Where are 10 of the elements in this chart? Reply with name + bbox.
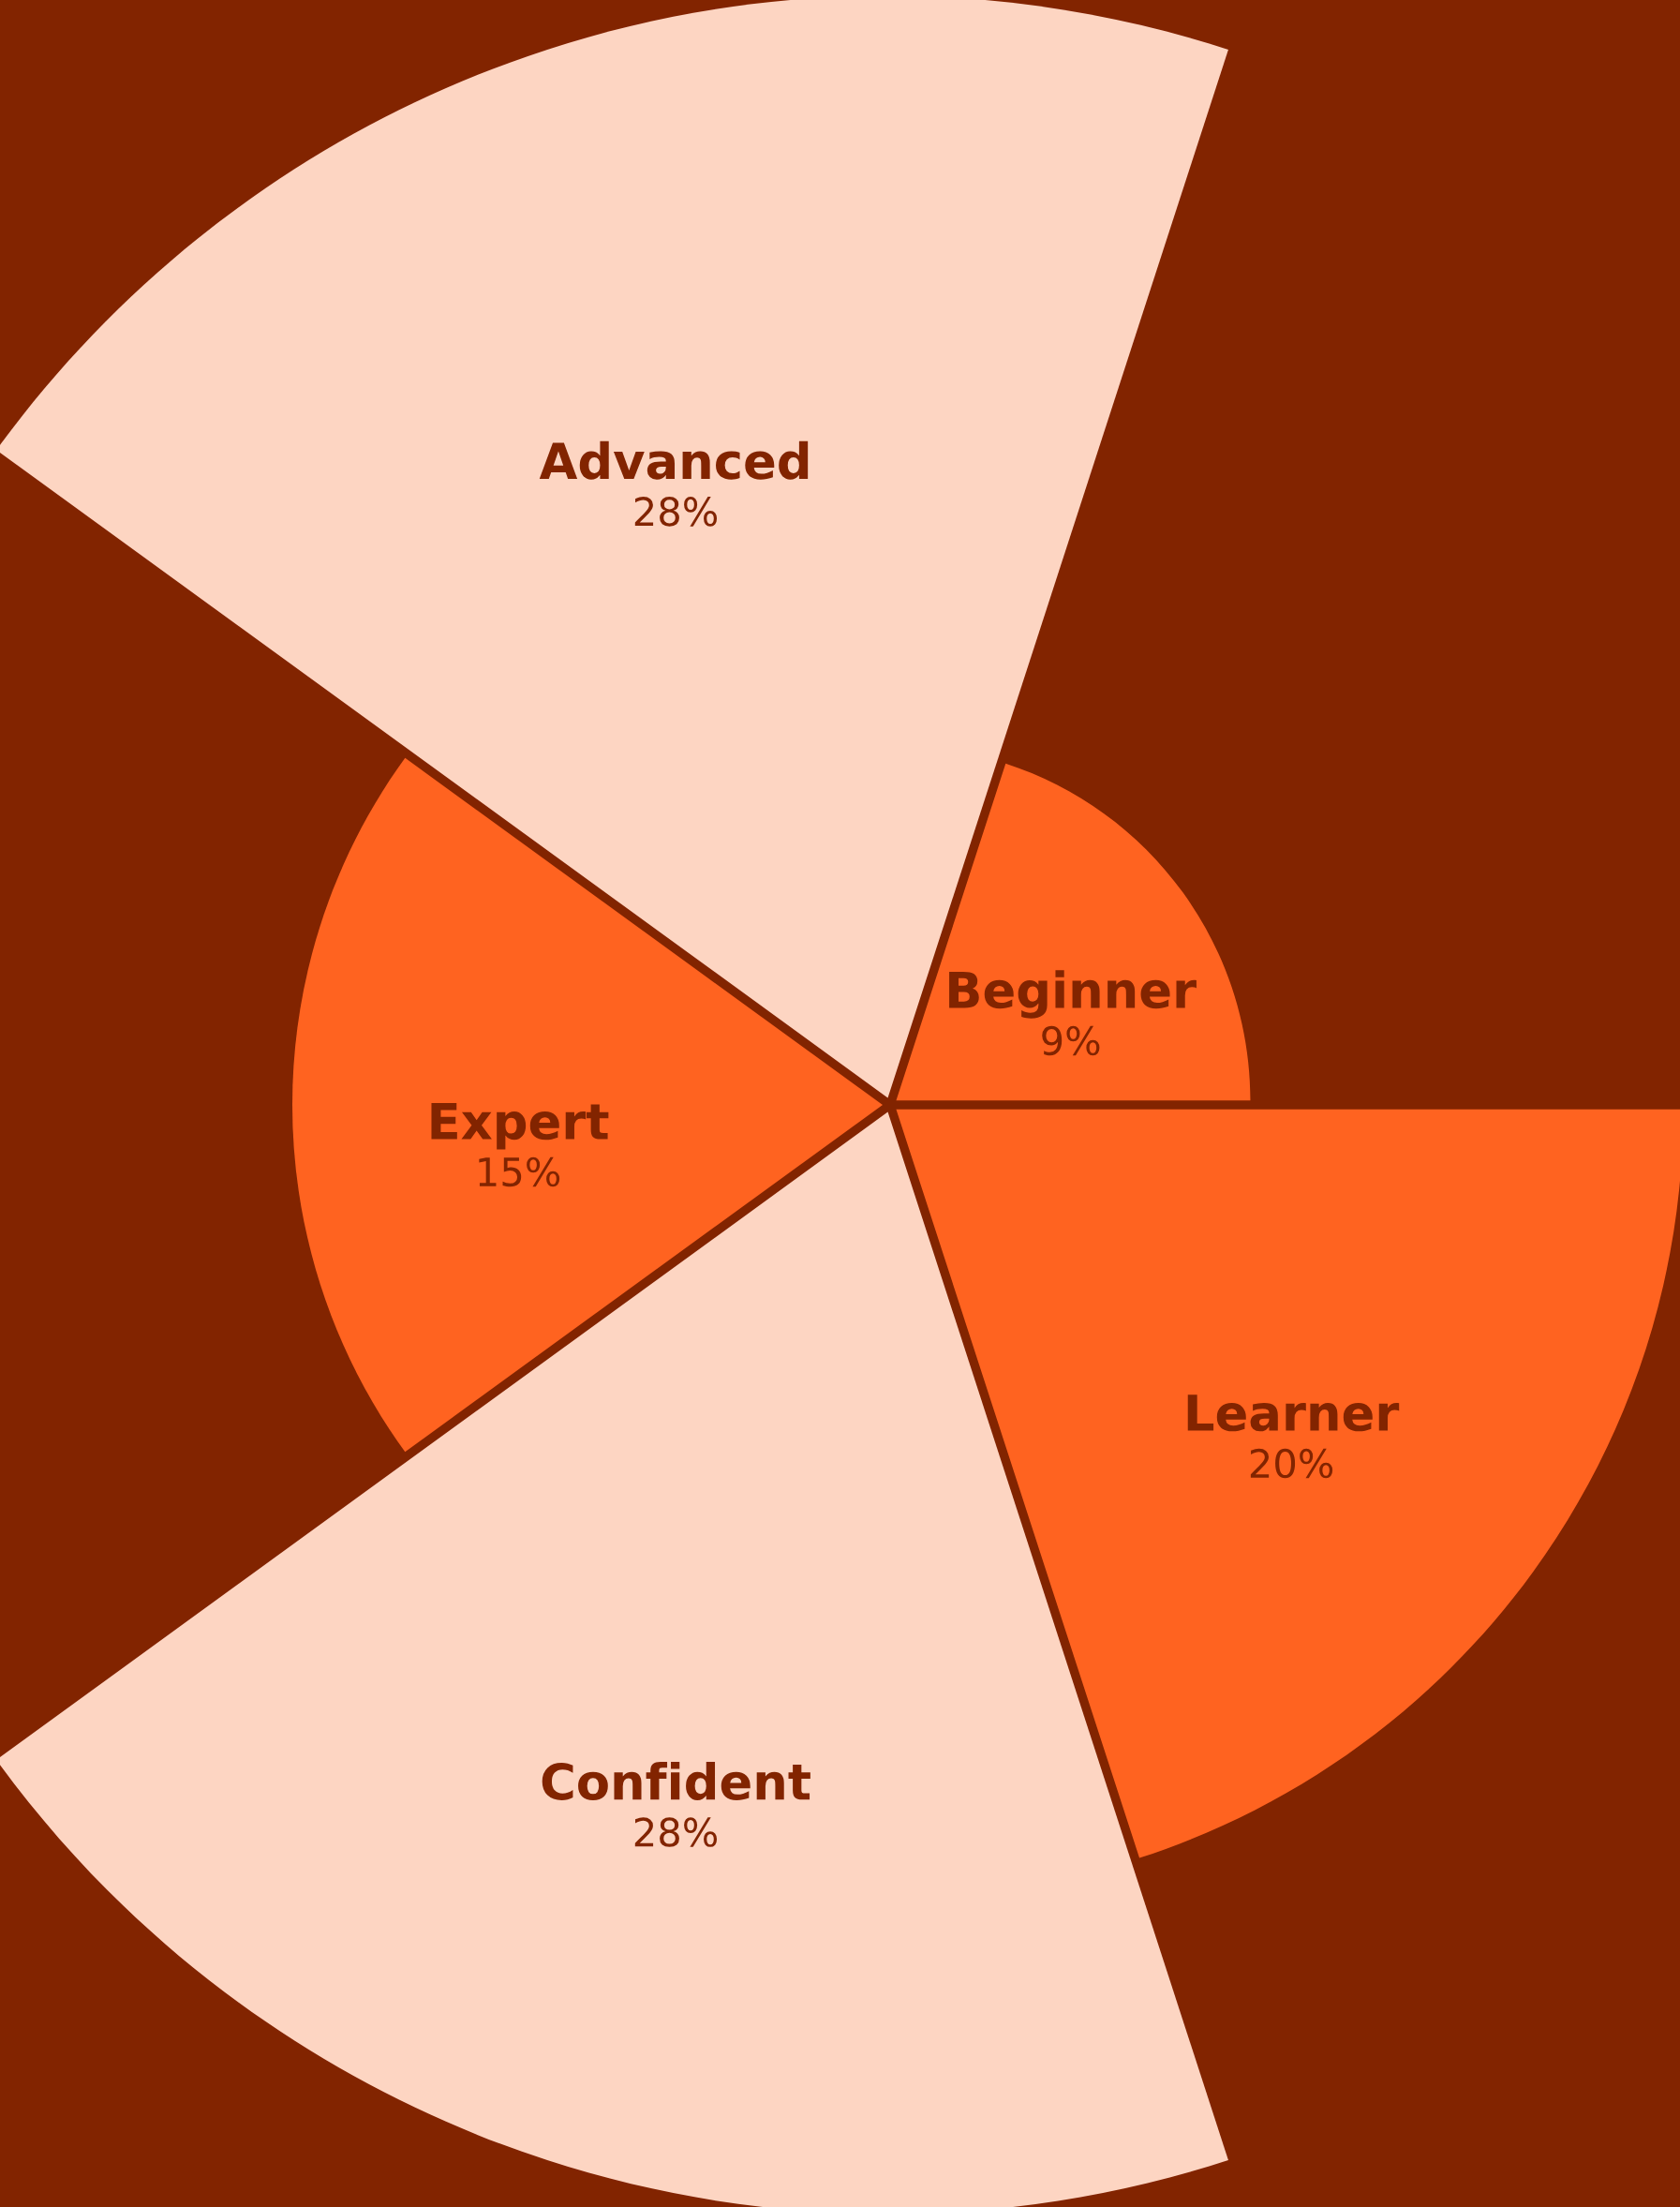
category-label: Confident [542, 1762, 810, 1800]
category-label: Expert [431, 1103, 609, 1150]
data-label: 9% [1042, 1025, 1100, 1056]
category-label: Learner [1187, 1394, 1400, 1432]
data-label: 28% [634, 497, 718, 527]
data-label: 20% [1250, 1448, 1333, 1479]
data-label: 15% [479, 1156, 560, 1187]
category-label: Beginner [949, 970, 1197, 1019]
data-label: 28% [634, 1817, 718, 1847]
category-label: Advanced [539, 440, 809, 480]
